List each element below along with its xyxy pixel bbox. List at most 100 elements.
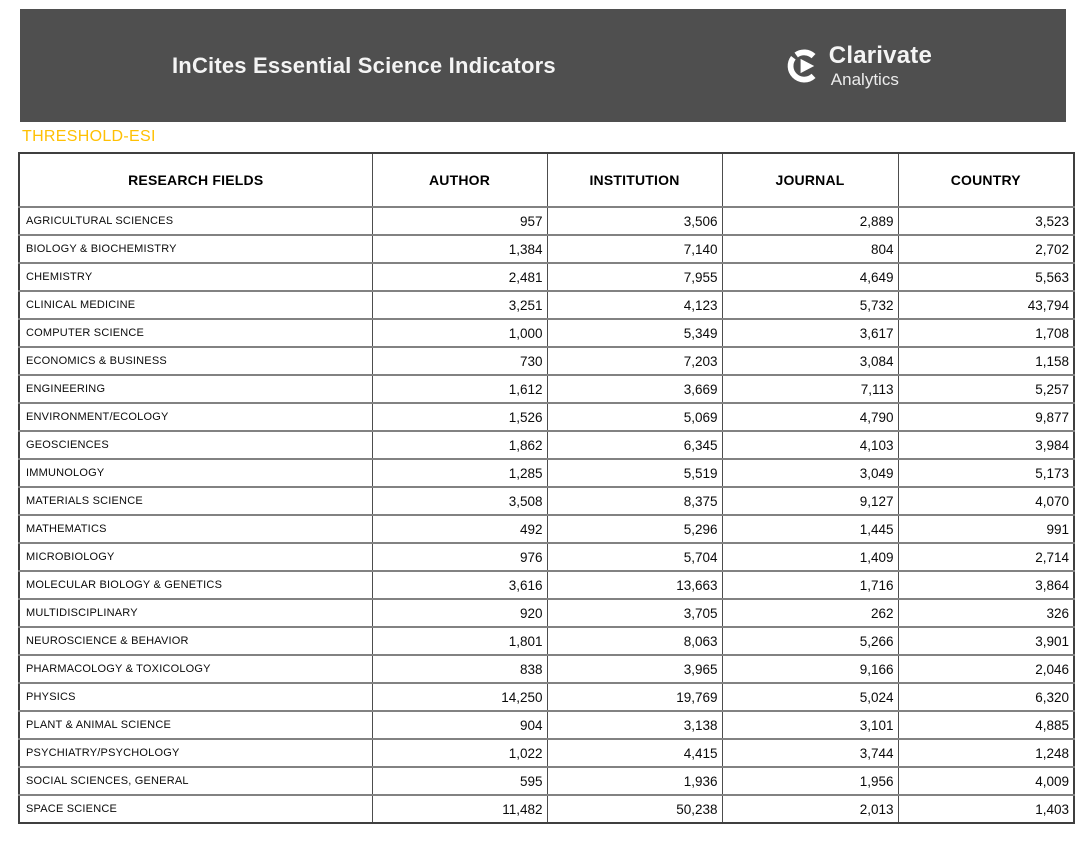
research-field-cell: MULTIDISCIPLINARY (18, 598, 373, 628)
threshold-value-cell: 5,257 (897, 374, 1075, 404)
threshold-value-cell: 1,716 (721, 570, 899, 600)
threshold-value-cell: 6,345 (546, 430, 723, 460)
threshold-value-cell: 1,409 (721, 542, 899, 572)
threshold-value-cell: 1,526 (371, 402, 548, 432)
research-field-cell: ENGINEERING (18, 374, 373, 404)
threshold-value-cell: 1,285 (371, 458, 548, 488)
threshold-value-cell: 3,965 (546, 654, 723, 684)
threshold-value-cell: 957 (371, 206, 548, 236)
threshold-value-cell: 50,238 (546, 794, 723, 824)
table-row: PLANT & ANIMAL SCIENCE 904 3,138 3,101 4,885 (18, 710, 1075, 740)
threshold-value-cell: 3,049 (721, 458, 899, 488)
threshold-value-cell: 3,523 (897, 206, 1075, 236)
column-header-institution: INSTITUTION (546, 152, 723, 208)
table-row: ENGINEERING 1,612 3,669 7,113 5,257 (18, 374, 1075, 404)
threshold-value-cell: 2,889 (721, 206, 899, 236)
threshold-value-cell: 9,877 (897, 402, 1075, 432)
threshold-value-cell: 1,000 (371, 318, 548, 348)
research-field-cell: ENVIRONMENT/ECOLOGY (18, 402, 373, 432)
table-row: IMMUNOLOGY 1,285 5,519 3,049 5,173 (18, 458, 1075, 488)
threshold-value-cell: 9,166 (721, 654, 899, 684)
table-row: CHEMISTRY 2,481 7,955 4,649 5,563 (18, 262, 1075, 292)
threshold-value-cell: 3,616 (371, 570, 548, 600)
research-field-cell: SOCIAL SCIENCES, GENERAL (18, 766, 373, 796)
app-header-bar: InCites Essential Science Indicators Cla… (20, 9, 1066, 122)
threshold-value-cell: 5,296 (546, 514, 723, 544)
table-row: SOCIAL SCIENCES, GENERAL 595 1,936 1,956 4,0… (18, 766, 1075, 796)
logo-subtitle: Analytics (830, 69, 899, 89)
research-field-cell: CLINICAL MEDICINE (18, 290, 373, 320)
threshold-value-cell: 1,445 (721, 514, 899, 544)
threshold-value-cell: 3,669 (546, 374, 723, 404)
threshold-value-cell: 1,022 (371, 738, 548, 768)
table-row: MICROBIOLOGY 976 5,704 1,409 2,714 (18, 542, 1075, 572)
threshold-value-cell: 5,704 (546, 542, 723, 572)
column-header-research-fields: RESEARCH FIELDS (18, 152, 373, 208)
table-row: PHARMACOLOGY & TOXICOLOGY 838 3,965 9,166 2,… (18, 654, 1075, 684)
table-row: NEUROSCIENCE & BEHAVIOR 1,801 8,063 5,266 3,… (18, 626, 1075, 656)
threshold-value-cell: 3,744 (721, 738, 899, 768)
research-field-cell: MATHEMATICS (18, 514, 373, 544)
threshold-value-cell: 6,320 (897, 682, 1075, 712)
threshold-value-cell: 5,173 (897, 458, 1075, 488)
threshold-value-cell: 3,984 (897, 430, 1075, 460)
research-field-cell: AGRICULTURAL SCIENCES (18, 206, 373, 236)
threshold-value-cell: 904 (371, 710, 548, 740)
table-row: BIOLOGY & BIOCHEMISTRY 1,384 7,140 804 2,702 (18, 234, 1075, 264)
table-row: SPACE SCIENCE 11,482 50,238 2,013 1,403 (18, 794, 1075, 824)
threshold-value-cell: 920 (371, 598, 548, 628)
table-row: MATHEMATICS 492 5,296 1,445 991 (18, 514, 1075, 544)
threshold-value-cell: 5,024 (721, 682, 899, 712)
research-field-cell: PHARMACOLOGY & TOXICOLOGY (18, 654, 373, 684)
threshold-value-cell: 595 (371, 766, 548, 796)
threshold-value-cell: 5,069 (546, 402, 723, 432)
research-field-cell: PSYCHIATRY/PSYCHOLOGY (18, 738, 373, 768)
threshold-value-cell: 1,862 (371, 430, 548, 460)
threshold-value-cell: 4,123 (546, 290, 723, 320)
threshold-value-cell: 730 (371, 346, 548, 376)
threshold-value-cell: 3,864 (897, 570, 1075, 600)
column-header-journal: JOURNAL (721, 152, 899, 208)
threshold-value-cell: 3,506 (546, 206, 723, 236)
threshold-value-cell: 9,127 (721, 486, 899, 516)
threshold-value-cell: 2,046 (897, 654, 1075, 684)
threshold-value-cell: 5,349 (546, 318, 723, 348)
threshold-value-cell: 19,769 (546, 682, 723, 712)
threshold-value-cell: 2,714 (897, 542, 1075, 572)
threshold-value-cell: 8,063 (546, 626, 723, 656)
threshold-value-cell: 4,103 (721, 430, 899, 460)
threshold-value-cell: 2,481 (371, 262, 548, 292)
threshold-value-cell: 3,508 (371, 486, 548, 516)
threshold-value-cell: 804 (721, 234, 899, 264)
threshold-esi-label: THRESHOLD-ESI (22, 128, 156, 145)
threshold-value-cell: 7,955 (546, 262, 723, 292)
threshold-value-cell: 3,705 (546, 598, 723, 628)
threshold-value-cell: 492 (371, 514, 548, 544)
threshold-value-cell: 5,519 (546, 458, 723, 488)
threshold-value-cell: 976 (371, 542, 548, 572)
threshold-value-cell: 3,138 (546, 710, 723, 740)
research-field-cell: ECONOMICS & BUSINESS (18, 346, 373, 376)
threshold-value-cell: 3,084 (721, 346, 899, 376)
threshold-value-cell: 1,801 (371, 626, 548, 656)
threshold-value-cell: 7,203 (546, 346, 723, 376)
threshold-value-cell: 43,794 (897, 290, 1075, 320)
threshold-value-cell: 1,708 (897, 318, 1075, 348)
threshold-value-cell: 8,375 (546, 486, 723, 516)
research-field-cell: NEUROSCIENCE & BEHAVIOR (18, 626, 373, 656)
threshold-value-cell: 4,649 (721, 262, 899, 292)
research-field-cell: MICROBIOLOGY (18, 542, 373, 572)
threshold-value-cell: 2,702 (897, 234, 1075, 264)
table-row: COMPUTER SCIENCE 1,000 5,349 3,617 1,708 (18, 318, 1075, 348)
threshold-value-cell: 3,901 (897, 626, 1075, 656)
threshold-value-cell: 1,612 (371, 374, 548, 404)
threshold-value-cell: 1,248 (897, 738, 1075, 768)
threshold-value-cell: 1,403 (897, 794, 1075, 824)
research-field-cell: MATERIALS SCIENCE (18, 486, 373, 516)
threshold-value-cell: 4,415 (546, 738, 723, 768)
table-body: AGRICULTURAL SCIENCES 957 3,506 2,889 3,523 B… (18, 206, 1075, 824)
threshold-value-cell: 4,070 (897, 486, 1075, 516)
threshold-value-cell: 326 (897, 598, 1075, 628)
threshold-value-cell: 3,101 (721, 710, 899, 740)
